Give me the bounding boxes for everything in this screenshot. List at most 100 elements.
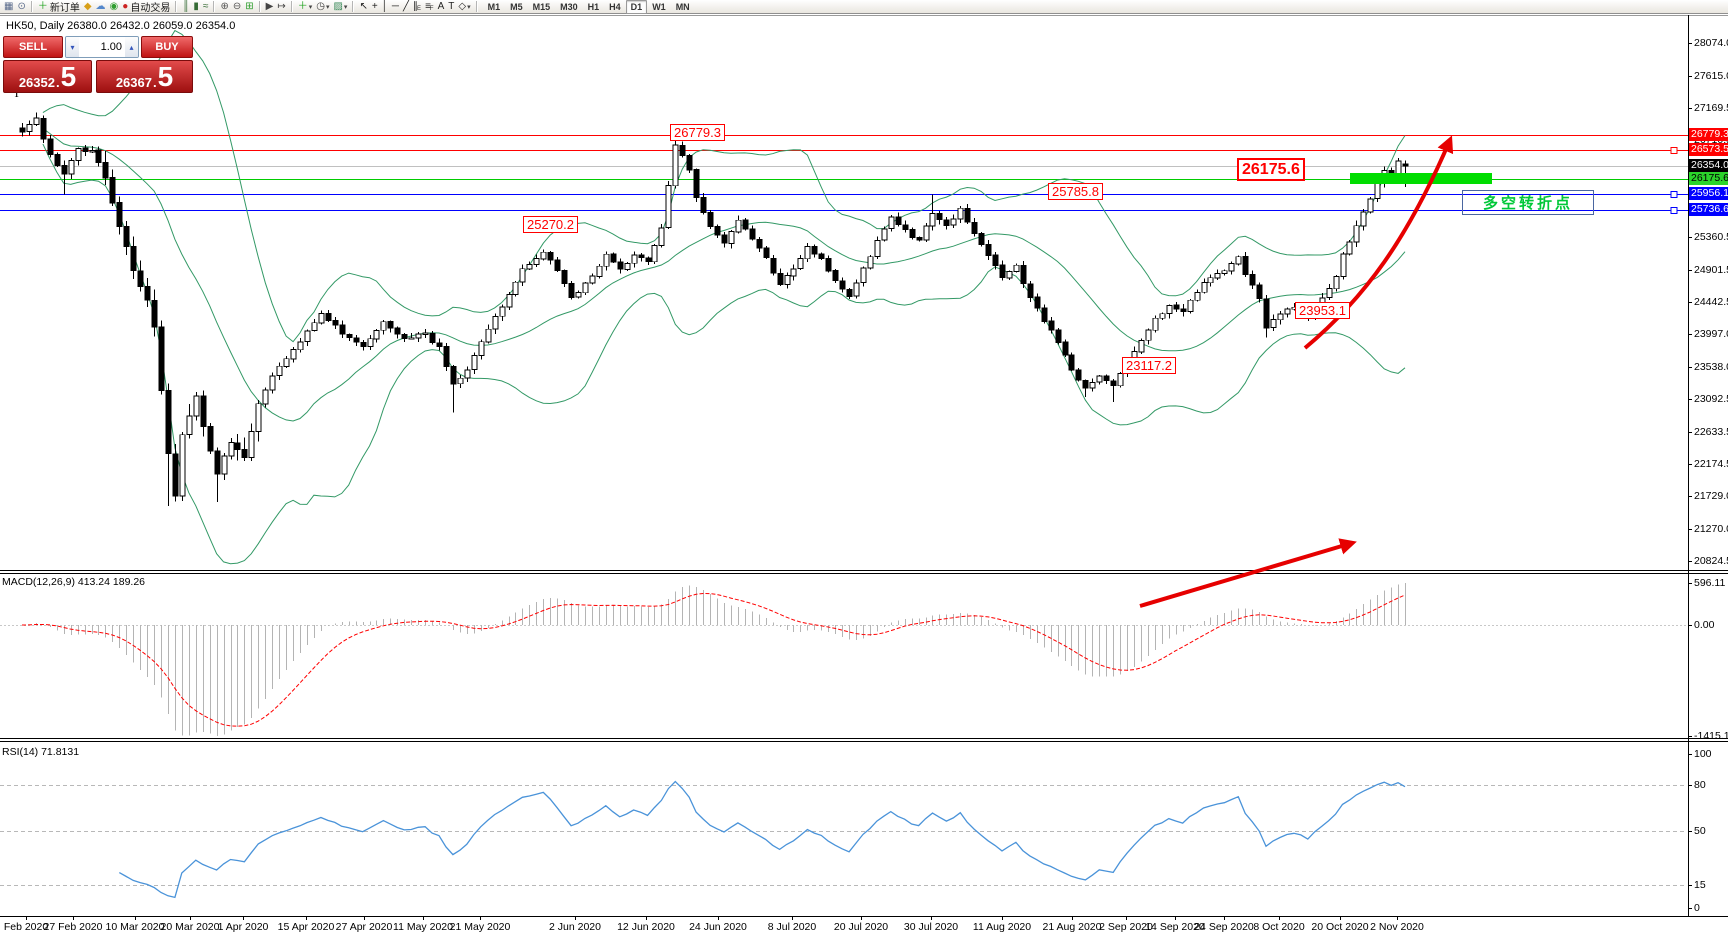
periods-button[interactable]: ◷ ▾ xyxy=(314,0,331,13)
auto-scroll-icon: ▶ xyxy=(265,1,274,12)
rsi-tick-label: 0 xyxy=(1694,902,1700,914)
timeframe-mn[interactable]: MN xyxy=(675,1,690,12)
highlight-bar[interactable] xyxy=(1350,173,1492,184)
zoom-out-button[interactable]: ⊖ xyxy=(231,0,243,13)
price-line-label[interactable]: 25736.6 xyxy=(1689,203,1728,216)
timeframe-m1[interactable]: M1 xyxy=(487,1,501,12)
chart-shift-button[interactable]: ↦ xyxy=(275,0,287,13)
price-line-label[interactable]: 26779.3 xyxy=(1689,128,1728,141)
zoom-in-button[interactable]: ⊕ xyxy=(218,0,230,13)
volume-input[interactable] xyxy=(79,37,125,57)
date-tick-label: 24 Sep 2020 xyxy=(1194,921,1254,933)
price-line-label[interactable]: 26175.6 xyxy=(1689,172,1728,185)
price-callout-label[interactable]: 26779.3 xyxy=(670,124,725,141)
buy-price-pip: 5 xyxy=(157,61,174,92)
toolbar-separator xyxy=(175,1,178,12)
sell-price-main: 26352 xyxy=(18,75,55,90)
price-line-label[interactable]: 26573.5 xyxy=(1689,143,1728,156)
annotation-text: 多空转折点 xyxy=(1482,195,1573,212)
sell-price-button[interactable]: 26352. 5 xyxy=(3,60,92,93)
shapes-button[interactable]: ◇ ▾ xyxy=(456,0,472,13)
bars-chart-button[interactable]: ║ xyxy=(180,0,191,13)
hline-button[interactable]: ─ xyxy=(390,0,401,13)
autotrade-button[interactable]: ● 自动交易 xyxy=(120,0,172,14)
trendline-button[interactable]: ╱ xyxy=(401,0,411,13)
price-callout-label[interactable]: 23953.1 xyxy=(1295,302,1350,319)
price-callout-label[interactable]: 23117.2 xyxy=(1122,357,1177,374)
tile-windows-button[interactable]: ⊞ xyxy=(243,0,255,13)
line-chart-button[interactable]: ≈ xyxy=(201,0,211,13)
new-order-button[interactable]: ＋新订单 xyxy=(36,0,82,14)
timeframe-m15[interactable]: M15 xyxy=(532,1,551,12)
text-object-marker[interactable]: T xyxy=(13,86,21,100)
dropdown-caret-icon[interactable]: ▾ xyxy=(343,3,348,11)
channel-button[interactable]: ∥ E xyxy=(411,0,423,13)
dropdown-caret-icon[interactable]: ▾ xyxy=(308,3,313,11)
timeframe-h4[interactable]: H4 xyxy=(609,1,621,12)
volume-stepper: ▾ ▴ xyxy=(65,36,139,58)
gold-button[interactable]: ◆ xyxy=(82,0,94,13)
line-handle[interactable] xyxy=(1670,147,1678,154)
price-callout-label[interactable]: 26175.6 xyxy=(1237,158,1305,181)
price-tick-label: 23092.5 xyxy=(1694,393,1728,405)
buy-price-button[interactable]: 26367. 5 xyxy=(96,60,193,93)
trade-panel: SELL ▾ ▴ BUY 26352.5 26367.5 xyxy=(3,36,193,93)
date-tick-label: 2 Sep 2020 xyxy=(1099,921,1153,933)
price-callout-label[interactable]: 25270.2 xyxy=(523,216,578,233)
candle-chart-button[interactable]: ▮ xyxy=(191,0,201,13)
date-tick-label: 20 Jul 2020 xyxy=(833,921,889,933)
date-tick-label: 20 Mar 2020 xyxy=(160,921,220,933)
timeframe-m5[interactable]: M5 xyxy=(510,1,523,12)
timeframe-w1[interactable]: W1 xyxy=(652,1,666,12)
trend-arrow-macd[interactable] xyxy=(1139,538,1357,608)
toolbar-separator xyxy=(213,1,216,12)
price-callout-label[interactable]: 25785.8 xyxy=(1048,183,1103,200)
line-handle[interactable] xyxy=(1670,191,1678,198)
timeframe-h1[interactable]: H1 xyxy=(587,1,600,12)
new-order-icon: ＋ xyxy=(37,1,48,12)
zoom-out-icon: ⊖ xyxy=(232,1,242,12)
dropdown-caret-icon[interactable]: ▾ xyxy=(467,3,471,11)
timeframe-m30[interactable]: M30 xyxy=(560,1,578,12)
text-button[interactable]: A xyxy=(436,0,447,13)
crosshair-button[interactable]: + xyxy=(370,0,380,13)
trend-arrow-main[interactable] xyxy=(1303,135,1454,350)
channel-icon-letter: E xyxy=(417,5,422,12)
auto-scroll-button[interactable]: ▶ xyxy=(264,0,276,13)
line-handle[interactable] xyxy=(1670,207,1678,214)
label-button[interactable]: T xyxy=(446,0,456,13)
macd-tick-label: 596.11 xyxy=(1694,577,1726,589)
signal-button[interactable]: ◉ xyxy=(108,0,121,13)
date-tick-label: 8 Oct 2020 xyxy=(1253,921,1305,933)
rsi-label: RSI(14) 71.8131 xyxy=(2,746,80,758)
indicators-button[interactable]: ＋ ▾ xyxy=(296,0,315,13)
price-tick-label: 27169.5 xyxy=(1694,102,1728,114)
date-tick-label: 27 Apr 2020 xyxy=(335,921,393,933)
chart-title: HK50, Daily 26380.0 26432.0 26059.0 2635… xyxy=(6,20,236,32)
vline-button[interactable]: │ xyxy=(380,0,390,13)
market-search-icon: ⊙ xyxy=(17,1,26,12)
price-line-label[interactable]: 26354.0 xyxy=(1689,159,1728,172)
buy-button[interactable]: BUY xyxy=(141,36,193,58)
chart-window-button[interactable]: ▦ xyxy=(2,0,15,13)
price-line-label[interactable]: 25956.1 xyxy=(1689,187,1728,200)
macd-tick-label: -1415.19 xyxy=(1694,730,1728,742)
cursor-button[interactable]: ↖ xyxy=(357,0,369,13)
sell-button[interactable]: SELL xyxy=(3,36,63,58)
timeframe-d1[interactable]: D1 xyxy=(625,0,648,14)
periods-icon: ◷ xyxy=(316,1,325,12)
date-tick-label: 8 Jul 2020 xyxy=(767,921,817,933)
date-tick-label: 24 Jun 2020 xyxy=(689,921,747,933)
toolbar: ▦ ⊙ ＋新订单 ◆ ☁ ◉ ● 自动交易 ║ ▮ ≈ ⊕ ⊖ ⊞ ▶ ↦ ＋ ▾ ◷ ▾ ▨ ▾ ↖ + │ ─ ╱ ∥ E ≡ F A T ◇… xyxy=(0,0,1728,14)
cloud-button[interactable]: ☁ xyxy=(94,0,108,13)
dropdown-caret-icon[interactable]: ▾ xyxy=(325,3,330,11)
macd-signal-line xyxy=(21,592,1406,727)
fibonacci-button[interactable]: ≡ F xyxy=(423,0,436,13)
annotation-box[interactable]: 多空转折点 xyxy=(1462,190,1594,215)
volume-increase-icon[interactable]: ▴ xyxy=(125,37,138,57)
chart-type-button[interactable]: ▨ ▾ xyxy=(331,0,349,13)
volume-decrease-icon[interactable]: ▾ xyxy=(66,37,79,57)
market-search-button[interactable]: ⊙ xyxy=(15,0,27,13)
